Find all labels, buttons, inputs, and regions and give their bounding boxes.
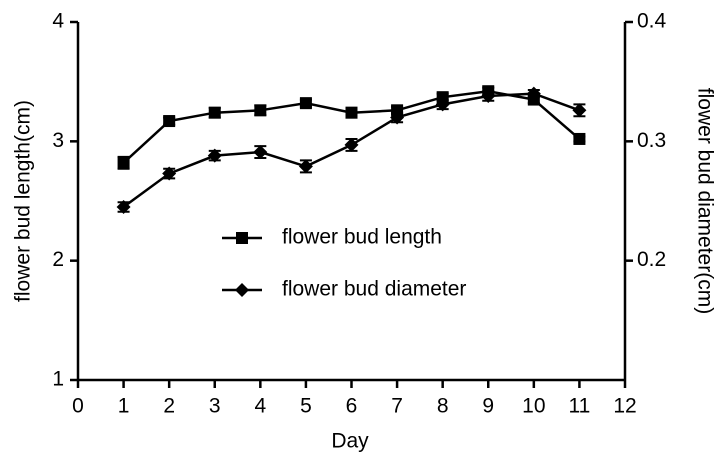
marker — [208, 106, 221, 119]
x-tick-label: 5 — [300, 395, 312, 418]
x-tick-label: 6 — [346, 395, 358, 418]
x-tick-label: 2 — [163, 395, 175, 418]
marker — [253, 145, 268, 160]
x-tick-label: 8 — [437, 395, 449, 418]
y2-tick-label: 0.2 — [637, 248, 666, 271]
x-tick-label: 3 — [209, 395, 221, 418]
x-tick-label: 11 — [569, 395, 591, 418]
x-axis-label: Day — [331, 430, 369, 453]
marker — [116, 199, 131, 214]
marker — [390, 110, 405, 125]
legend-label: flower bud length — [282, 226, 442, 249]
marker — [163, 115, 176, 128]
marker — [298, 159, 313, 174]
x-tick-label: 0 — [72, 395, 84, 418]
y-tick-label: 2 — [52, 248, 64, 271]
x-tick-label: 12 — [613, 395, 636, 418]
marker — [526, 86, 541, 101]
x-tick-label: 9 — [482, 395, 494, 418]
marker — [235, 283, 249, 297]
marker — [207, 148, 222, 163]
y-tick-label: 3 — [52, 129, 64, 152]
marker — [345, 106, 358, 119]
x-tick-label: 10 — [522, 395, 545, 418]
y2-axis-label: flower bud diameter(cm) — [693, 88, 716, 314]
x-tick-label: 7 — [391, 395, 403, 418]
marker — [117, 156, 130, 169]
marker — [573, 132, 586, 145]
marker — [254, 104, 267, 117]
y2-tick-label: 0.3 — [637, 129, 666, 152]
marker — [162, 166, 177, 181]
y-axis-label: flower bud length(cm) — [12, 100, 35, 302]
y-tick-label: 4 — [52, 10, 64, 33]
series-line — [122, 89, 581, 164]
legend-label: flower bud diameter — [282, 278, 466, 301]
y2-tick-label: 0.4 — [637, 10, 667, 33]
y-tick-label: 1 — [52, 368, 64, 391]
x-tick-label: 4 — [254, 395, 266, 418]
marker — [236, 232, 248, 244]
x-tick-label: 1 — [118, 395, 130, 418]
marker — [481, 88, 496, 103]
marker — [299, 97, 312, 110]
marker — [572, 103, 587, 118]
marker — [435, 97, 450, 112]
marker — [344, 137, 359, 152]
